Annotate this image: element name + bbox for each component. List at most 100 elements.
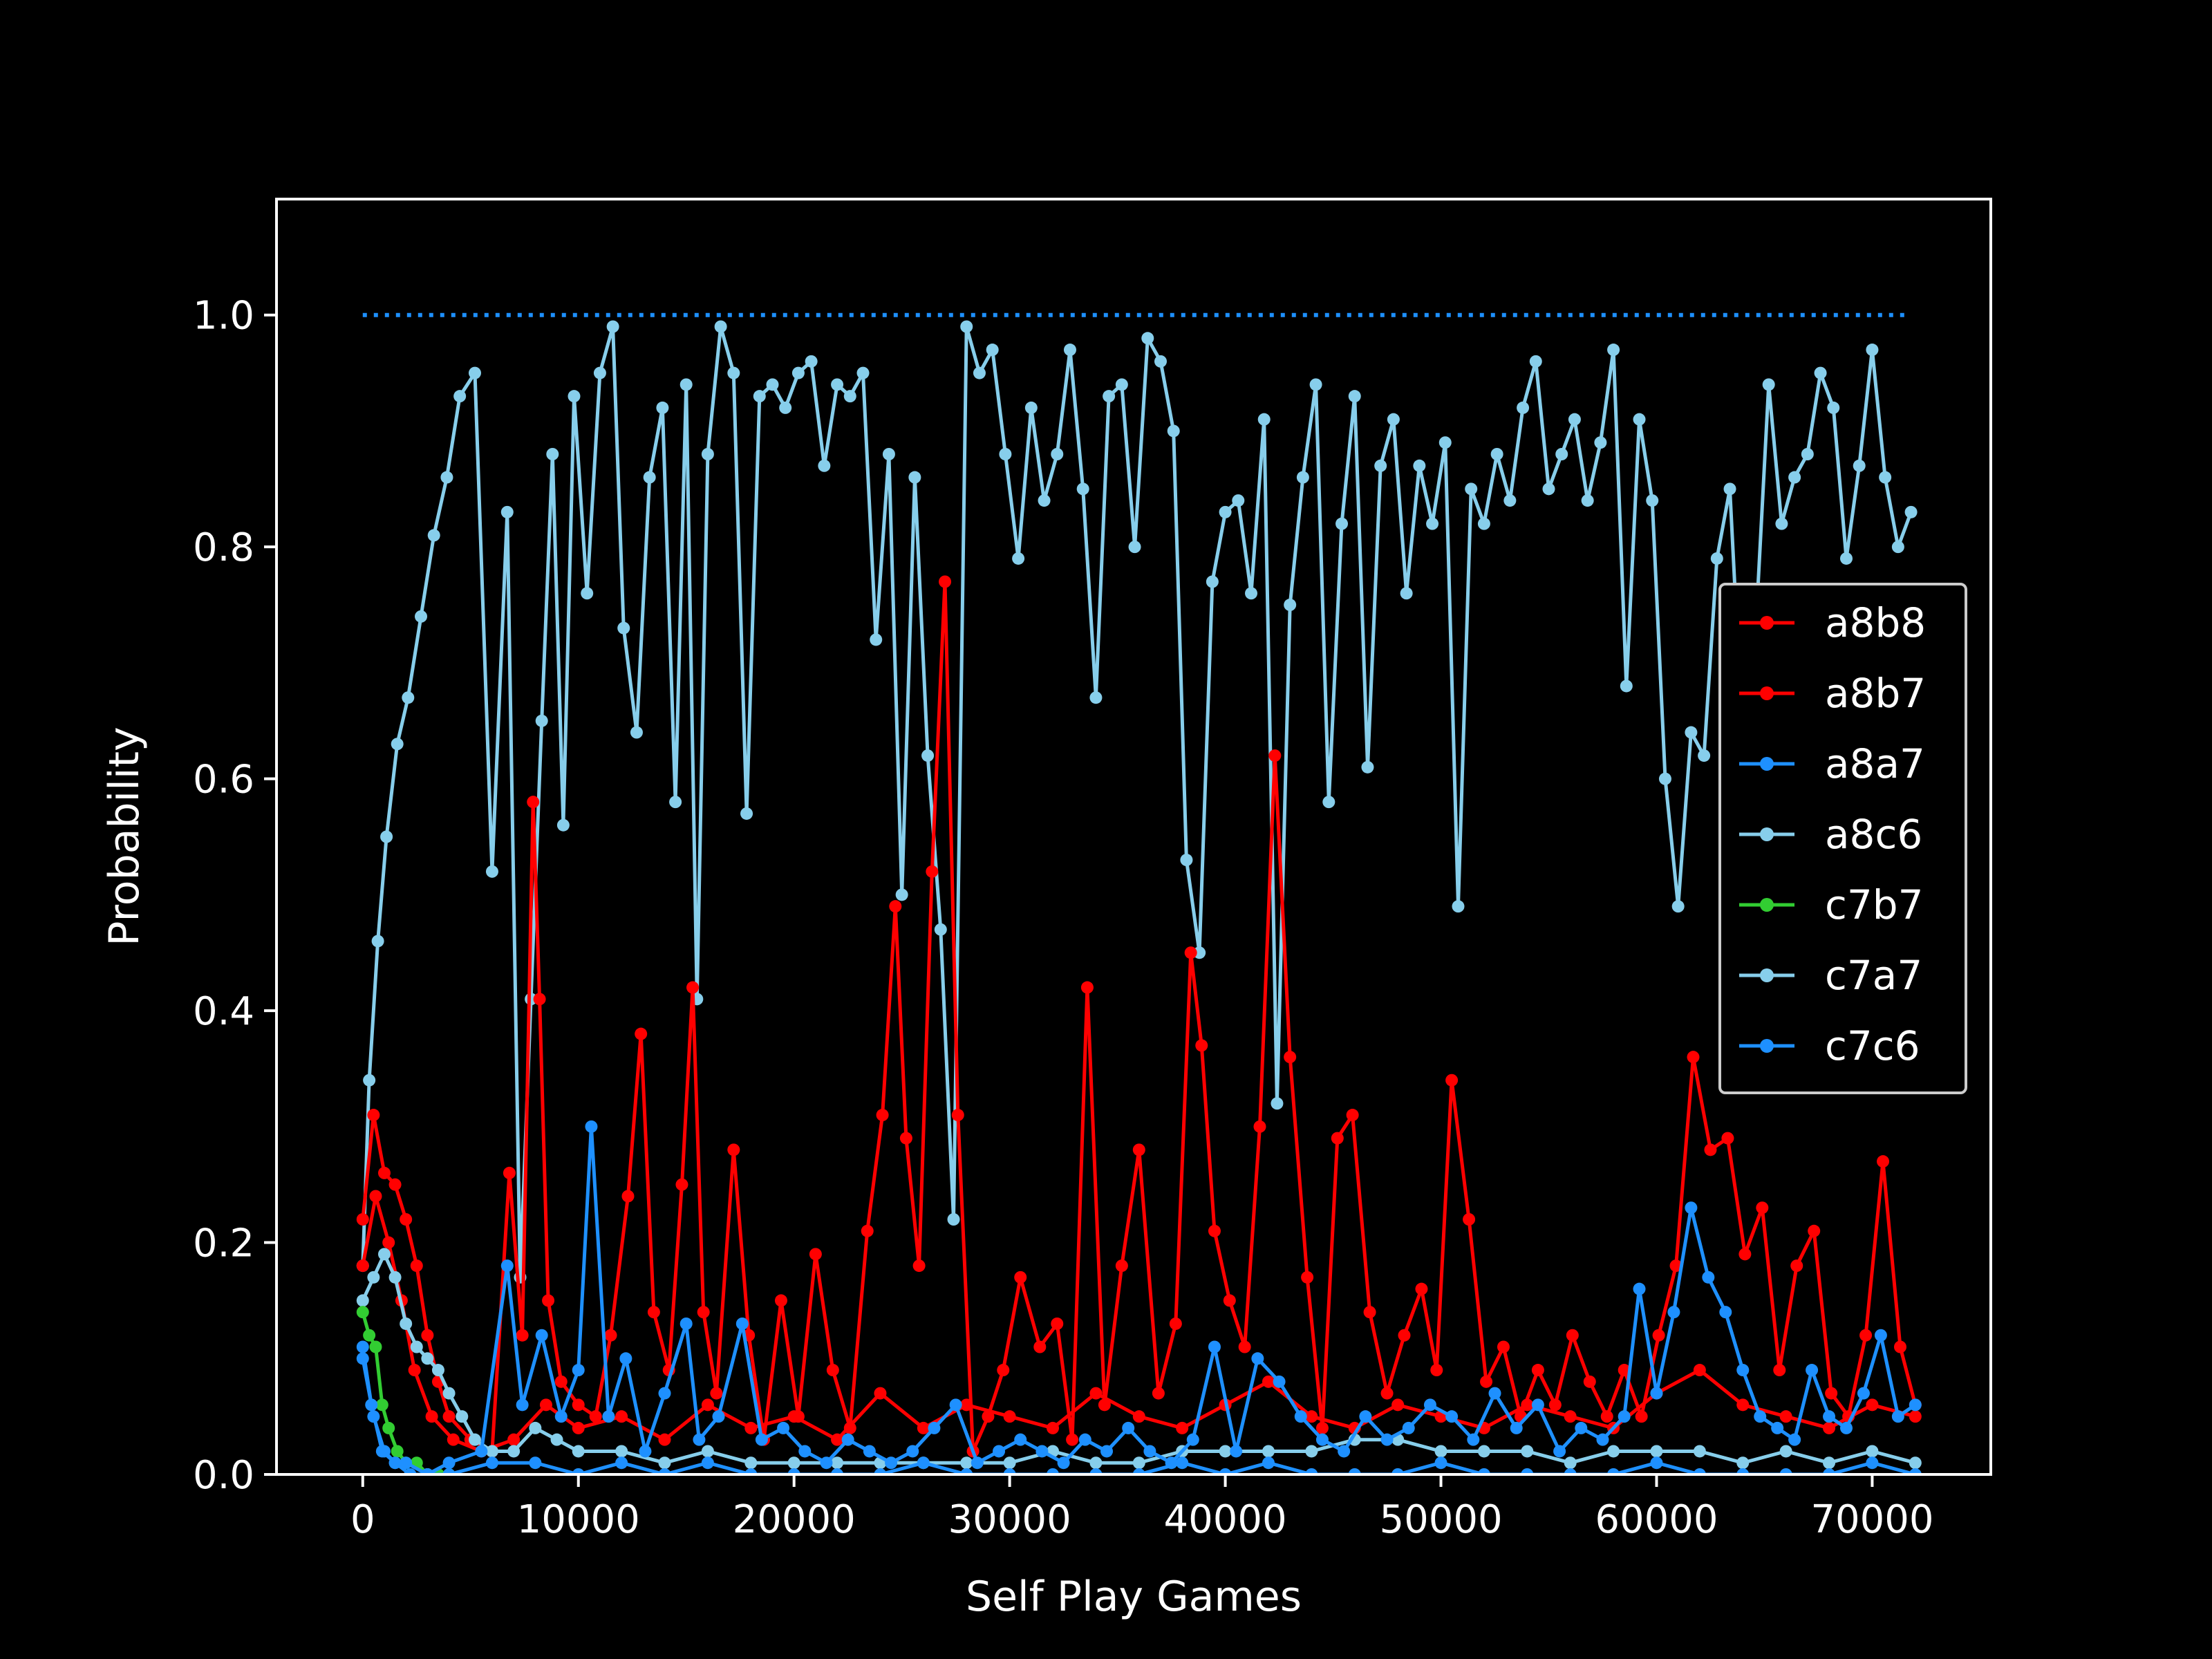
data-point-a8b8: [1195, 1039, 1208, 1052]
data-point-a8c6: [593, 366, 606, 379]
data-point-c7c6: [1176, 1456, 1189, 1470]
data-point-c7c6: [1693, 1468, 1706, 1474]
data-point-a8b8: [1877, 1155, 1890, 1168]
data-point-a8c6: [986, 344, 999, 357]
data-point-a8a7: [1702, 1271, 1715, 1284]
data-point-c7c6: [1564, 1468, 1577, 1474]
data-point-a8b8: [1600, 1410, 1613, 1423]
data-point-a8b8: [1583, 1375, 1596, 1388]
data-point-c7c6: [485, 1456, 498, 1470]
data-point-a8c6: [1879, 471, 1892, 484]
data-point-c7a7: [960, 1456, 973, 1470]
x-tick-label: 0: [350, 1497, 375, 1542]
data-point-a8a7: [798, 1445, 812, 1458]
data-point-a8a7: [554, 1410, 568, 1423]
legend-label-c7a7: c7a7: [1825, 952, 1922, 999]
data-point-a8b8: [1808, 1224, 1821, 1237]
data-point-a8b7: [408, 1364, 421, 1377]
series-a8c6: [356, 320, 1918, 1284]
data-point-a8b8: [1051, 1317, 1064, 1330]
data-point-c7a7: [356, 1294, 369, 1307]
data-point-a8c6: [1904, 505, 1918, 518]
data-point-a8b8: [1618, 1364, 1631, 1377]
data-point-a8c6: [1413, 459, 1426, 472]
data-point-a8b8: [1687, 1051, 1700, 1064]
data-point-c7c6: [1477, 1468, 1490, 1474]
data-point-a8c6: [669, 796, 682, 809]
data-point-c7a7: [787, 1456, 800, 1470]
data-point-c7a7: [1823, 1456, 1836, 1470]
x-tick-label: 10000: [517, 1497, 640, 1542]
data-point-a8b8: [889, 900, 902, 913]
data-point-c7c6: [1823, 1468, 1836, 1474]
data-point-c7c6: [1866, 1456, 1879, 1470]
data-point-a8a7: [1596, 1433, 1609, 1446]
data-point-a8c6: [1374, 459, 1387, 472]
data-point-a8c6: [921, 749, 935, 762]
data-point-a8b8: [1033, 1340, 1047, 1353]
data-point-a8c6: [617, 621, 630, 635]
data-point-a8a7: [500, 1259, 514, 1273]
data-point-a8c6: [1685, 726, 1698, 739]
data-point-a8c6: [1517, 401, 1530, 414]
data-point-c7a7: [1866, 1445, 1879, 1458]
data-point-a8b7: [1866, 1398, 1879, 1412]
data-point-a8c6: [1284, 599, 1297, 612]
data-point-a8c6: [363, 1074, 376, 1087]
data-point-a8a7: [971, 1456, 984, 1470]
data-point-a8b8: [1098, 1398, 1111, 1412]
data-point-c7a7: [421, 1352, 434, 1365]
y-tick-label: 0.8: [193, 525, 254, 570]
data-point-c7c6: [442, 1468, 456, 1474]
data-point-c7c6: [421, 1468, 434, 1474]
data-point-a8c6: [1400, 587, 1413, 600]
data-point-a8c6: [643, 471, 656, 484]
y-tick-label: 0.6: [193, 758, 254, 803]
data-point-a8c6: [1038, 494, 1051, 507]
data-point-a8a7: [1143, 1445, 1156, 1458]
data-point-c7b7: [382, 1421, 395, 1434]
data-point-a8a7: [1338, 1445, 1351, 1458]
data-point-a8a7: [735, 1317, 749, 1330]
data-point-a8c6: [546, 448, 559, 460]
data-point-a8a7: [619, 1352, 632, 1365]
data-point-a8b8: [1738, 1248, 1752, 1261]
data-point-c7a7: [468, 1433, 481, 1446]
data-point-a8b8: [1548, 1398, 1562, 1412]
data-point-a8c6: [630, 726, 643, 739]
data-point-a8c6: [1477, 517, 1490, 530]
data-point-a8b7: [960, 1398, 973, 1412]
data-point-a8b8: [1756, 1201, 1769, 1215]
data-point-c7a7: [1736, 1456, 1750, 1470]
data-point-a8b8: [377, 1166, 391, 1179]
data-point-a8a7: [1806, 1364, 1819, 1377]
data-point-a8a7: [356, 1340, 369, 1353]
data-point-a8a7: [1788, 1433, 1801, 1446]
data-point-a8b8: [1790, 1259, 1803, 1273]
data-point-a8a7: [516, 1398, 529, 1412]
data-point-a8b8: [951, 1109, 964, 1122]
data-point-a8b7: [1693, 1364, 1706, 1377]
data-point-a8c6: [535, 714, 548, 727]
data-point-a8a7: [1035, 1445, 1049, 1458]
data-point-a8c6: [1180, 854, 1193, 867]
data-point-a8c6: [1658, 772, 1671, 785]
data-point-a8c6: [1322, 796, 1335, 809]
data-point-a8b8: [1704, 1143, 1717, 1156]
data-point-a8a7: [442, 1456, 456, 1470]
data-point-c7c6: [1305, 1468, 1318, 1474]
data-point-a8c6: [1594, 436, 1607, 449]
data-point-a8c6: [1465, 482, 1478, 496]
legend-label-a8b7: a8b7: [1825, 670, 1926, 717]
data-point-a8c6: [740, 807, 753, 820]
data-point-a8c6: [1089, 691, 1103, 704]
data-point-a8b7: [1132, 1410, 1145, 1423]
data-point-a8b8: [1445, 1074, 1459, 1087]
data-point-c7c6: [367, 1410, 380, 1423]
data-point-c7b7: [369, 1340, 382, 1353]
data-point-a8a7: [841, 1433, 854, 1446]
data-point-a8a7: [1667, 1306, 1680, 1319]
data-point-c7a7: [1477, 1445, 1490, 1458]
data-point-a8c6: [1607, 344, 1620, 357]
data-point-a8b8: [1284, 1051, 1297, 1064]
